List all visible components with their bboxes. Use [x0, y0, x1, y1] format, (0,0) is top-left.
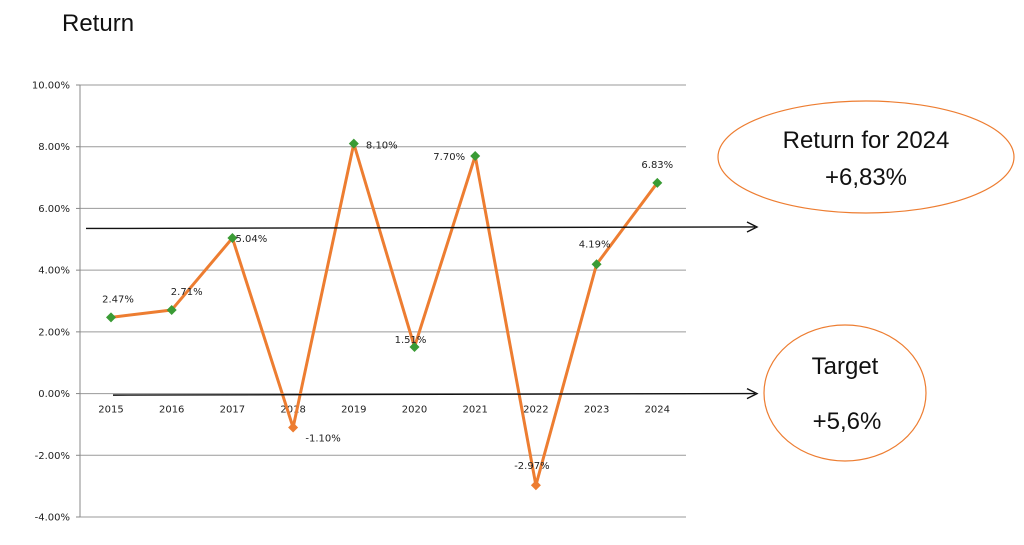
callout-target-title: Target: [812, 353, 879, 380]
x-tick-label: 2018: [280, 405, 305, 416]
data-point-marker: [470, 150, 481, 161]
y-tick-label: -4.00%: [35, 513, 70, 524]
x-tick-label: 2022: [523, 405, 548, 416]
data-point-marker: [652, 177, 663, 188]
target-arrow-head: [746, 387, 759, 400]
data-label: 4.19%: [579, 239, 611, 250]
y-axis-ticks: 10.00% 8.00% 6.00% 4.00% 2.00% 0.00% -2.00% -4.…: [32, 81, 70, 524]
y-tick-label: 6.00%: [38, 204, 70, 215]
x-axis-ticks: 2015 2016 2017 2018 2019 2020 2021 2022 2023 2024: [98, 405, 670, 416]
data-point-marker: [106, 312, 116, 323]
y-tick-label: 8.00%: [38, 142, 70, 153]
return-markers: [106, 138, 663, 491]
data-point-marker: [227, 233, 238, 244]
data-label: 5.04%: [236, 234, 268, 245]
data-label: 2.47%: [102, 294, 134, 305]
callout-return-title: Return for 2024: [783, 127, 950, 154]
data-point-marker: [348, 138, 359, 149]
callout-target-ellipse: [763, 324, 927, 462]
x-tick-label: 2023: [584, 405, 609, 416]
data-label: -1.10%: [305, 434, 340, 445]
x-tick-label: 2024: [645, 405, 670, 416]
annotation-arrows: [85, 221, 759, 400]
return-line: [110, 142, 659, 487]
data-point-marker: [409, 341, 420, 352]
data-labels: 2.47% 2.71% 5.04% -1.10% 8.10% 1.51% 7.70% -2.9…: [102, 141, 673, 473]
data-label: -2.97%: [514, 461, 549, 472]
return-arrow-head: [746, 221, 759, 233]
data-label: 1.51%: [395, 335, 427, 346]
x-tick-label: 2019: [341, 405, 366, 416]
y-tick-label: 4.00%: [38, 266, 70, 277]
data-label: 6.83%: [641, 160, 673, 171]
return-arrow-line: [85, 226, 756, 230]
data-point-marker: [591, 259, 602, 270]
y-tick-label: 2.00%: [38, 327, 70, 338]
y-tick-label: 10.00%: [32, 81, 70, 92]
callout-target-value: +5,6%: [813, 408, 882, 435]
callout-target: Target +5,6%: [763, 324, 927, 462]
x-tick-label: 2015: [98, 405, 123, 416]
data-point-marker: [530, 480, 541, 491]
y-tick-label: -2.00%: [35, 451, 70, 462]
callout-return: Return for 2024 +6,83%: [717, 100, 1015, 214]
target-arrow-line: [112, 392, 756, 396]
x-tick-label: 2016: [159, 405, 184, 416]
data-label: 2.71%: [171, 287, 203, 298]
data-point-marker: [166, 304, 177, 315]
data-point-marker: [288, 422, 299, 433]
x-tick-label: 2017: [220, 405, 245, 416]
callout-return-value: +6,83%: [825, 164, 907, 191]
x-tick-label: 2020: [402, 405, 427, 416]
page-title: Return: [62, 10, 135, 37]
callout-return-ellipse: [717, 100, 1015, 214]
gridlines: [80, 84, 686, 518]
y-tick-label: 0.00%: [38, 389, 70, 400]
axes: [76, 84, 81, 518]
x-tick-label: 2021: [462, 405, 487, 416]
data-label: 8.10%: [366, 141, 398, 152]
data-label: 7.70%: [433, 152, 465, 163]
return-series: [110, 142, 659, 487]
